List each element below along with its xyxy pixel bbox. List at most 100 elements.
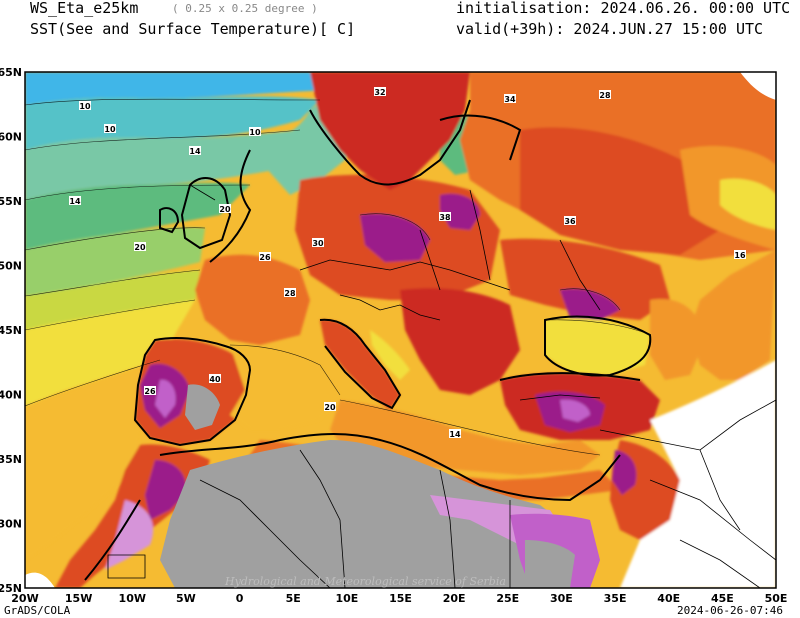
lat-tick-30N: 30N <box>0 518 22 531</box>
footer-right: 2024-06-26-07:46 <box>677 604 783 617</box>
ukraine <box>500 238 670 320</box>
contour-label-bg <box>69 196 81 205</box>
borders <box>107 184 776 588</box>
contour-label: 34 <box>504 95 516 104</box>
band-18 <box>25 270 200 330</box>
contour-label-bg <box>599 90 611 99</box>
contour-label: 30 <box>312 239 324 248</box>
contour-label: 36 <box>564 217 576 226</box>
balkans <box>400 288 520 395</box>
contour-label: 14 <box>189 147 201 156</box>
resolution-note: ( 0.25 x 0.25 degree ) <box>172 2 318 15</box>
contour-label: 20 <box>134 243 146 252</box>
contour-label-bg <box>284 288 296 297</box>
contour-label-bg <box>134 242 146 251</box>
lat-tick-labels: 25N 30N 35N 40N 45N 50N 55N 60N 65N <box>0 66 22 595</box>
watermark: Hydrological and Meteorological service … <box>224 575 506 588</box>
contour-label-bg <box>209 374 221 383</box>
contour-label-bg <box>312 238 324 247</box>
sw-white <box>25 572 55 588</box>
iberia-hot2 <box>155 379 176 418</box>
east-white <box>620 360 776 588</box>
lon-tick-45E: 45E <box>711 592 734 605</box>
lat-tick-50N: 50N <box>0 260 22 273</box>
italy <box>320 319 400 410</box>
lat-tick-25N: 25N <box>0 582 22 595</box>
lat-tick-35N: 35N <box>0 453 22 466</box>
contour-label: 14 <box>449 430 461 439</box>
lon-tick-30E: 30E <box>550 592 573 605</box>
contour-label: 14 <box>69 197 81 206</box>
lon-tick-5E: 5E <box>286 592 301 605</box>
morocco-hot <box>145 460 186 520</box>
contour-label-bg <box>189 146 201 155</box>
contour-label-bg <box>504 94 516 103</box>
contour-label: 38 <box>439 213 451 222</box>
levant-hot <box>612 450 637 495</box>
black-sea <box>545 318 650 375</box>
lat-tick-45N: 45N <box>0 324 22 337</box>
lon-tick-labels: 20W 15W 10W 5W 0 5E 10E 15E 20E 25E 30E 35E 40E 45E 50… <box>11 592 787 605</box>
lon-tick-15W: 15W <box>65 592 92 605</box>
model-title: WS_Eta_e25km <box>30 0 139 17</box>
initialisation-time: initialisation: 2024.06.26. 00:00 UTC <box>456 0 791 17</box>
contour-label-bg <box>249 127 261 136</box>
contour-label-bg <box>79 101 91 110</box>
contour-label: 26 <box>259 253 271 262</box>
kaz-gray <box>690 250 776 380</box>
adriatic <box>370 330 410 380</box>
lon-tick-10W: 10W <box>119 592 146 605</box>
lon-tick-40E: 40E <box>657 592 680 605</box>
contour-label: 28 <box>284 289 296 298</box>
contour-label-bg <box>144 386 156 395</box>
lon-tick-5W: 5W <box>176 592 196 605</box>
ukraine-hot <box>560 288 620 320</box>
contour-label: 20 <box>219 205 231 214</box>
lat-tick-55N: 55N <box>0 195 22 208</box>
band-14 <box>25 182 250 250</box>
contour-label: 16 <box>734 251 746 260</box>
lon-tick-15E: 15E <box>389 592 412 605</box>
morocco-pink <box>105 500 154 570</box>
lon-tick-20E: 20E <box>443 592 466 605</box>
turkey-hot2 <box>560 399 590 422</box>
contour-label: 10 <box>79 102 91 111</box>
scandinavia <box>310 72 470 190</box>
ne-white <box>740 72 776 100</box>
iberia-gray <box>185 384 220 430</box>
band-10 <box>25 96 320 150</box>
band-12 <box>25 130 300 200</box>
caspian-side <box>650 299 705 380</box>
north-africa-gray <box>160 440 570 588</box>
egypt-gray <box>525 540 575 588</box>
band-16 <box>25 227 205 296</box>
contour-label: 26 <box>144 387 156 396</box>
variable-title: SST(See and Surface Temperature)[ C] <box>30 20 356 38</box>
contour-label-bg <box>104 124 116 133</box>
germany-hot <box>360 213 430 262</box>
contour-label: 32 <box>374 88 385 97</box>
contour-label: 10 <box>249 128 261 137</box>
contour-label-bg <box>324 402 336 411</box>
contour-label-bg <box>219 204 231 213</box>
contour-label-bg <box>259 252 271 261</box>
contour-label-bg <box>439 212 451 221</box>
map-frame <box>24 71 777 589</box>
contour-label: 10 <box>104 125 116 134</box>
contour-label-bg <box>564 216 576 225</box>
lon-tick-35E: 35E <box>604 592 627 605</box>
contour-labels: 10 10 10 14 14 20 20 26 28 30 32 34 36 38 40 26 20 14 16 28 <box>69 87 746 439</box>
contour-label-bg <box>449 429 461 438</box>
lat-tick-65N: 65N <box>0 66 22 79</box>
lon-tick-0: 0 <box>236 592 244 605</box>
lon-tick-20W: 20W <box>11 592 38 605</box>
lat-tick-40N: 40N <box>0 389 22 402</box>
lon-tick-10E: 10E <box>335 592 358 605</box>
sst-field <box>25 72 776 588</box>
med-west <box>230 345 340 430</box>
valid-time: valid(+39h): 2024.JUN.27 15:00 UTC <box>456 20 764 38</box>
contour-label: 40 <box>209 375 221 384</box>
france <box>195 254 310 345</box>
band-22 <box>25 362 150 560</box>
